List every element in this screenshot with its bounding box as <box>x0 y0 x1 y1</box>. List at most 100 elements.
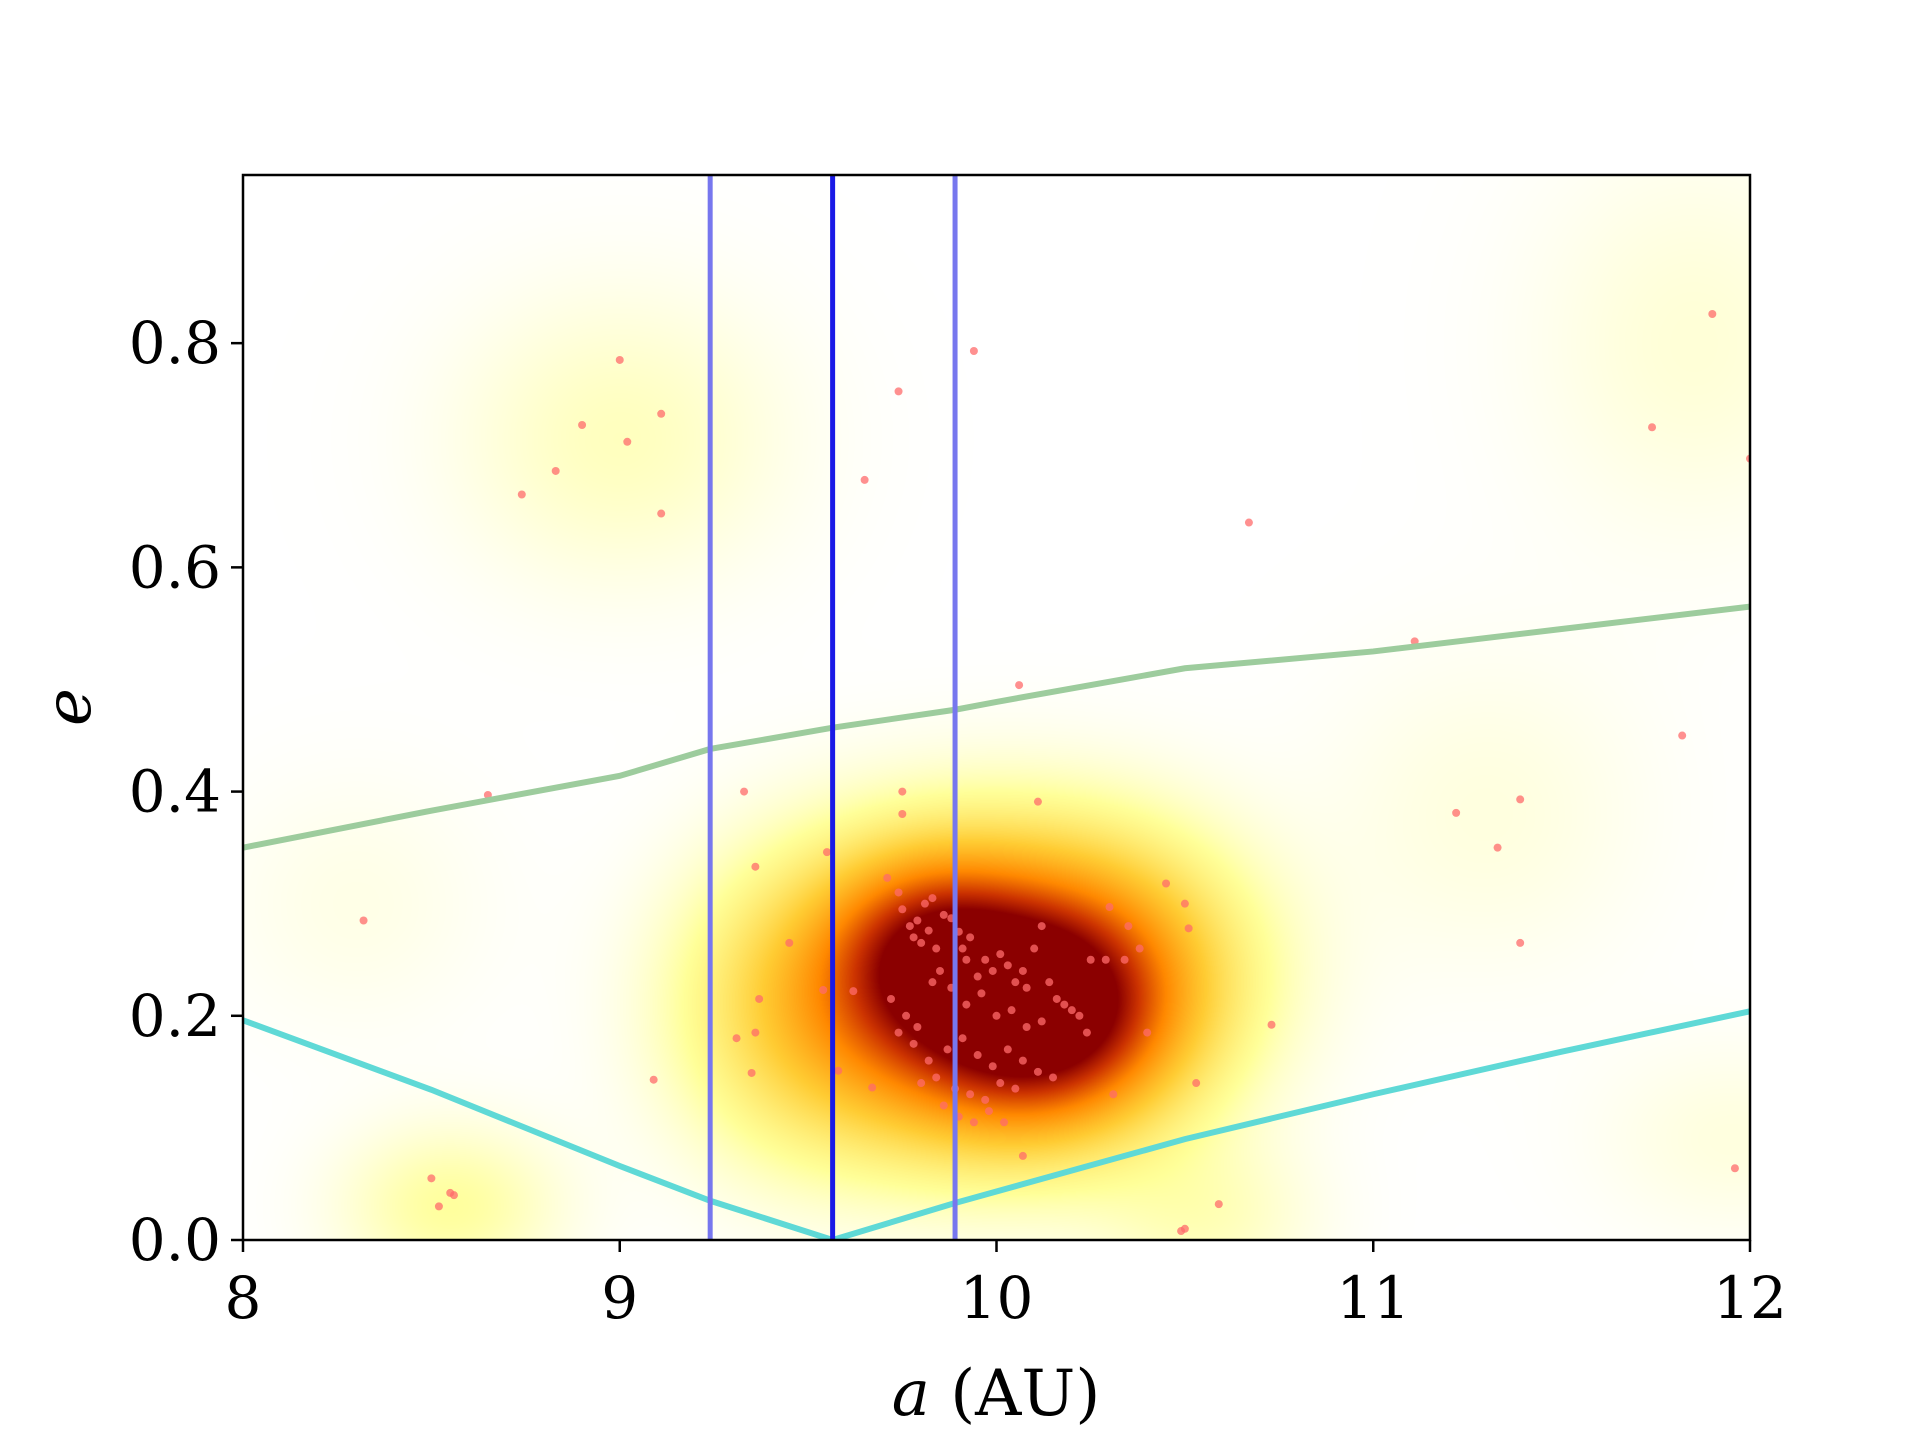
data-point <box>732 1034 741 1043</box>
data-point <box>1037 922 1046 931</box>
data-point <box>969 1118 978 1127</box>
data-point <box>939 1101 948 1110</box>
data-point <box>984 1107 993 1116</box>
data-point <box>928 894 937 903</box>
data-point <box>1135 944 1144 953</box>
data-point <box>996 1079 1005 1088</box>
y-axis: 0.0 0.2 0.4 0.6 0.8 <box>129 309 243 1274</box>
data-point <box>928 978 937 987</box>
data-point <box>958 1034 967 1043</box>
data-point <box>1018 1151 1027 1160</box>
data-point <box>1007 1006 1016 1015</box>
data-point <box>962 955 971 964</box>
data-point <box>920 899 929 908</box>
data-point <box>1022 983 1031 992</box>
density-canvas <box>243 175 1750 1240</box>
data-point <box>359 916 368 925</box>
data-point <box>943 1045 952 1054</box>
data-point <box>1244 518 1253 527</box>
data-point <box>1192 1079 1201 1088</box>
data-point <box>1011 1084 1020 1093</box>
data-point <box>1052 994 1061 1003</box>
data-point <box>1003 1045 1012 1054</box>
data-point <box>1033 797 1042 806</box>
data-point <box>1516 938 1525 947</box>
data-point <box>868 1083 877 1092</box>
data-point <box>924 1056 933 1065</box>
data-point <box>981 955 990 964</box>
data-point <box>1184 924 1193 933</box>
x-tick-label: 8 <box>225 1264 262 1332</box>
data-point <box>1003 961 1012 970</box>
data-point <box>992 1011 1001 1020</box>
data-point <box>1086 955 1095 964</box>
data-point <box>819 986 828 995</box>
data-point <box>578 420 587 429</box>
data-point <box>1516 795 1525 804</box>
data-point <box>913 916 922 925</box>
data-point <box>1075 1011 1084 1020</box>
data-point <box>517 490 526 499</box>
data-point <box>962 1000 971 1009</box>
data-point <box>1143 1028 1152 1037</box>
y-tick-label: 0.8 <box>129 309 221 377</box>
data-point <box>966 933 975 942</box>
data-point <box>860 475 869 484</box>
data-point <box>1018 966 1027 975</box>
data-point <box>849 987 858 996</box>
data-point <box>1180 899 1189 908</box>
data-point <box>755 994 764 1003</box>
data-point <box>902 1011 911 1020</box>
data-point <box>615 355 624 364</box>
data-point <box>1105 903 1114 912</box>
data-point <box>988 966 997 975</box>
y-tick-label: 0.6 <box>129 533 221 601</box>
data-point <box>822 848 831 857</box>
data-point <box>1049 1073 1058 1082</box>
data-point <box>1011 978 1020 987</box>
x-tick-label: 9 <box>601 1264 638 1332</box>
data-point <box>1082 1028 1091 1037</box>
data-point <box>958 944 967 953</box>
data-point <box>1678 731 1687 740</box>
data-point <box>894 387 903 396</box>
data-point <box>1037 1017 1046 1026</box>
data-point <box>1162 879 1171 888</box>
data-point <box>747 1068 756 1077</box>
x-tick-label: 11 <box>1336 1264 1410 1332</box>
data-point <box>1000 1118 1009 1127</box>
data-point <box>883 873 892 882</box>
x-axis-label: a (AU) <box>892 1357 1101 1431</box>
data-point <box>909 1039 918 1048</box>
data-point <box>939 910 948 919</box>
data-point <box>551 466 560 475</box>
data-point <box>981 1095 990 1104</box>
data-point <box>751 862 760 871</box>
vertical-lines <box>707 175 958 1240</box>
data-point <box>1109 1090 1118 1099</box>
y-axis-label: e <box>32 688 106 726</box>
data-point <box>1060 1000 1069 1009</box>
data-point <box>1045 978 1054 987</box>
data-point <box>917 1079 926 1088</box>
data-point <box>649 1075 658 1084</box>
data-point <box>1030 944 1039 953</box>
data-point <box>1267 1020 1276 1029</box>
data-point <box>977 989 986 998</box>
data-point <box>1120 955 1129 964</box>
data-point <box>1101 955 1110 964</box>
data-point <box>1708 310 1717 319</box>
y-tick-label: 0.0 <box>129 1206 221 1274</box>
data-point <box>935 966 944 975</box>
y-tick-label: 0.2 <box>129 982 221 1050</box>
data-point <box>924 926 933 935</box>
data-point <box>898 810 907 818</box>
data-point <box>932 1073 941 1082</box>
data-point <box>623 437 632 446</box>
data-point <box>834 1066 843 1075</box>
data-point <box>1648 423 1657 432</box>
data-point <box>1015 681 1024 690</box>
data-point <box>657 409 666 418</box>
x-axis-variable: a <box>892 1357 930 1431</box>
data-point <box>1124 922 1133 931</box>
